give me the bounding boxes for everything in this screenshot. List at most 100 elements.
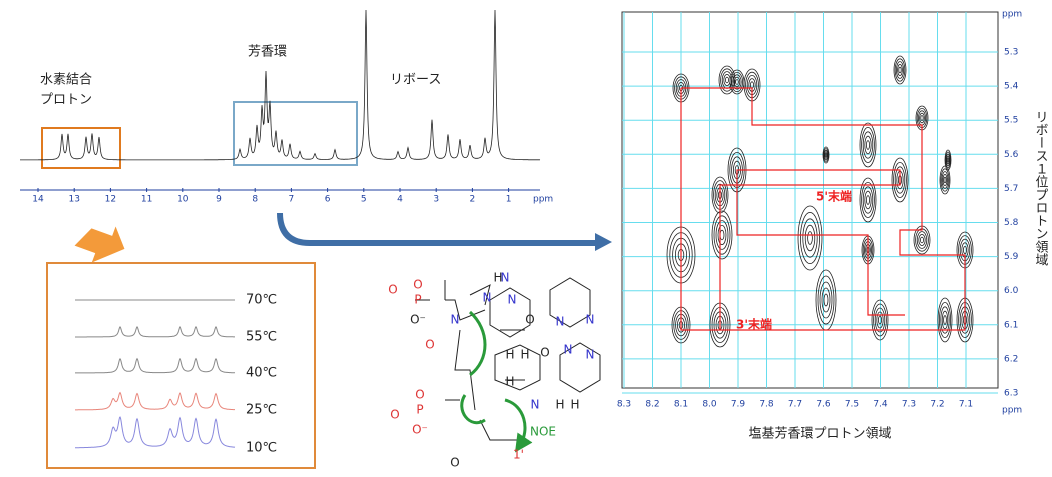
y-tick-label: 6.0 [1004,286,1019,296]
cross-peak [866,195,871,205]
x-tick-label: 5 [361,195,367,205]
cross-peak [873,303,887,337]
cross-peak [947,157,950,163]
atom-label: O [388,283,397,297]
atom-label: N [531,398,540,412]
temperature-label: 25℃ [246,403,277,418]
label: リボース [390,73,441,88]
cross-peak [797,205,823,271]
atom-label: N [586,348,595,362]
x-tick-label: 7.8 [759,400,774,410]
blue-arrow [277,213,612,251]
atom-label: N [501,271,510,285]
x-tick-label: 13 [68,195,79,205]
noe-arrows [460,310,525,445]
cross-peak [733,76,741,88]
atom-label: O⁻ [412,423,428,437]
cross-peak [942,173,948,186]
atom-label: O [525,313,534,327]
x-tick-label: 11 [141,195,152,205]
label: プロトン [40,93,92,108]
unit: ppm [1002,10,1022,20]
cross-peak [824,151,828,159]
x-tick-label: 8.0 [702,400,717,410]
annotation: 5'末端 [816,189,852,204]
cross-peak [864,190,872,210]
unit: ppm [533,195,553,205]
cross-peak [871,299,889,341]
cross-peak [944,149,952,171]
temperature-label: 10℃ [246,441,277,456]
y-label: リボース１位プロトン領域 [1033,110,1049,266]
y-tick-label: 5.3 [1004,48,1018,58]
cross-peak [817,275,835,325]
temperature-spectrum [75,357,236,374]
x-tick-label: 3 [433,195,439,205]
temperature-label: 40℃ [246,366,277,381]
unit: ppm [1002,406,1022,416]
cross-peak [939,301,952,338]
cross-peak [941,171,949,189]
cross-peak [874,307,886,333]
atom-label: H [520,348,529,362]
atom-label: O [390,408,399,422]
cross-peak [920,236,925,244]
atom-label: N [564,343,573,357]
atom-label: O [450,456,459,470]
label: 芳香環 [248,45,287,60]
cross-peak [720,68,734,92]
atom-label: O [540,346,549,360]
temperature-spectrum [75,391,235,411]
cross-peak [893,55,907,85]
cross-peak [802,218,818,258]
cross-peak [876,311,884,329]
x-tick-label: 8.1 [674,400,688,410]
cross-peak [918,233,926,246]
cross-peak [735,79,739,85]
atom-label: H [555,398,564,412]
x-tick-label: 12 [105,195,116,205]
atom-label: O [425,338,434,352]
atom-label: O⁻ [410,313,426,327]
cross-peak [819,281,833,319]
x-tick-label: 1 [506,195,512,205]
annotation: 3'末端 [736,317,772,332]
aromatic-box [233,101,358,166]
atom-label: N [556,315,565,329]
x-tick-label: 8.2 [645,400,659,410]
atom-label: H [570,398,579,412]
cross-peak [946,155,950,165]
x-tick-label: 14 [32,195,44,205]
spectrum-1d [20,9,541,161]
atom-label: H [505,348,514,362]
y-tick-label: 5.9 [1004,252,1019,262]
atom-label: N [586,313,595,327]
x-tick-label: 7.6 [816,400,831,410]
cross-peak [941,310,949,330]
cross-peak [920,115,924,121]
temperature-spectrum [75,416,236,449]
cross-peak [945,151,951,169]
x-tick-label: 7.9 [731,400,746,410]
label: 水素結合 [40,73,92,88]
y-tick-label: 5.4 [1004,82,1019,92]
cross-peak [864,135,872,155]
cross-peak [894,58,906,82]
cross-peak [823,148,829,162]
cross-peak [916,231,928,249]
cross-peak [859,122,877,168]
cross-peak [717,224,727,245]
y-tick-label: 6.3 [1004,389,1018,399]
y-tick-label: 5.8 [1004,218,1019,228]
h1-label: 1' [513,448,524,462]
hbond-box [41,127,121,169]
cross-peak [963,245,968,254]
y-tick-label: 6.1 [1004,320,1018,330]
cross-peak [945,153,951,167]
x-tick-label: 7 [289,195,295,205]
cross-peak [715,220,729,250]
cross-peak [822,146,830,164]
